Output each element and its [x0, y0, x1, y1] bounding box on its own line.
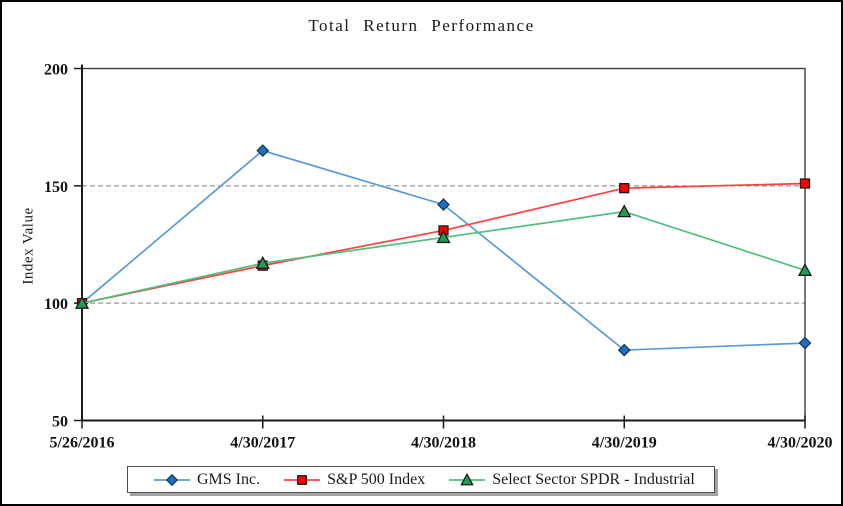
data-point-marker	[617, 204, 632, 218]
legend-line-swatch	[154, 473, 190, 486]
data-point-marker	[74, 295, 90, 309]
legend-label-gms: GMS Inc.	[197, 470, 261, 488]
sp500-square-marker-icon	[284, 473, 321, 487]
x-tick-label: 4/30/2019	[592, 435, 657, 452]
legend-item-industrial: Select Sector SPDR - Industrial	[449, 471, 695, 489]
data-point-marker	[165, 473, 179, 486]
y-tick-label: 200	[44, 62, 68, 79]
data-point-marker	[436, 230, 451, 244]
legend-item-gms: GMS Inc.	[154, 471, 260, 489]
legend-line-swatch	[284, 474, 321, 485]
x-tick-label: 4/30/2017	[230, 435, 295, 452]
x-tick-label: 4/30/2020	[768, 435, 833, 452]
legend-label-industrial: Select Sector SPDR - Industrial	[492, 470, 695, 488]
industrial-triangle-marker-icon	[449, 472, 486, 487]
data-point-marker	[617, 343, 631, 357]
y-tick-label: 100	[44, 296, 68, 313]
series-line-0	[81, 149, 806, 351]
data-point-marker	[797, 262, 813, 276]
legend-item-sp500: S&P 500 Index	[284, 471, 425, 489]
data-point-marker	[437, 198, 450, 212]
data-point-marker	[460, 472, 474, 485]
data-point-marker	[619, 183, 630, 194]
legend: GMS Inc. S&P 500 Index Select Sector SPD…	[127, 466, 715, 493]
data-point-marker	[799, 178, 811, 189]
data-point-marker	[255, 255, 270, 269]
data-point-marker	[798, 336, 812, 350]
x-tick-label: 5/26/2016	[50, 435, 115, 452]
y-tick-label: 50	[52, 414, 68, 431]
data-point-marker	[256, 144, 270, 158]
legend-label-sp500: S&P 500 Index	[327, 470, 426, 488]
y-tick-label: 150	[44, 179, 68, 196]
legend-line-swatch	[449, 472, 486, 485]
x-tick-label: 4/30/2018	[411, 435, 476, 452]
chart-title: Total Return Performance	[308, 16, 535, 35]
data-point-marker	[297, 474, 308, 485]
plot-border	[81, 67, 806, 422]
gms-diamond-marker-icon	[154, 473, 190, 487]
